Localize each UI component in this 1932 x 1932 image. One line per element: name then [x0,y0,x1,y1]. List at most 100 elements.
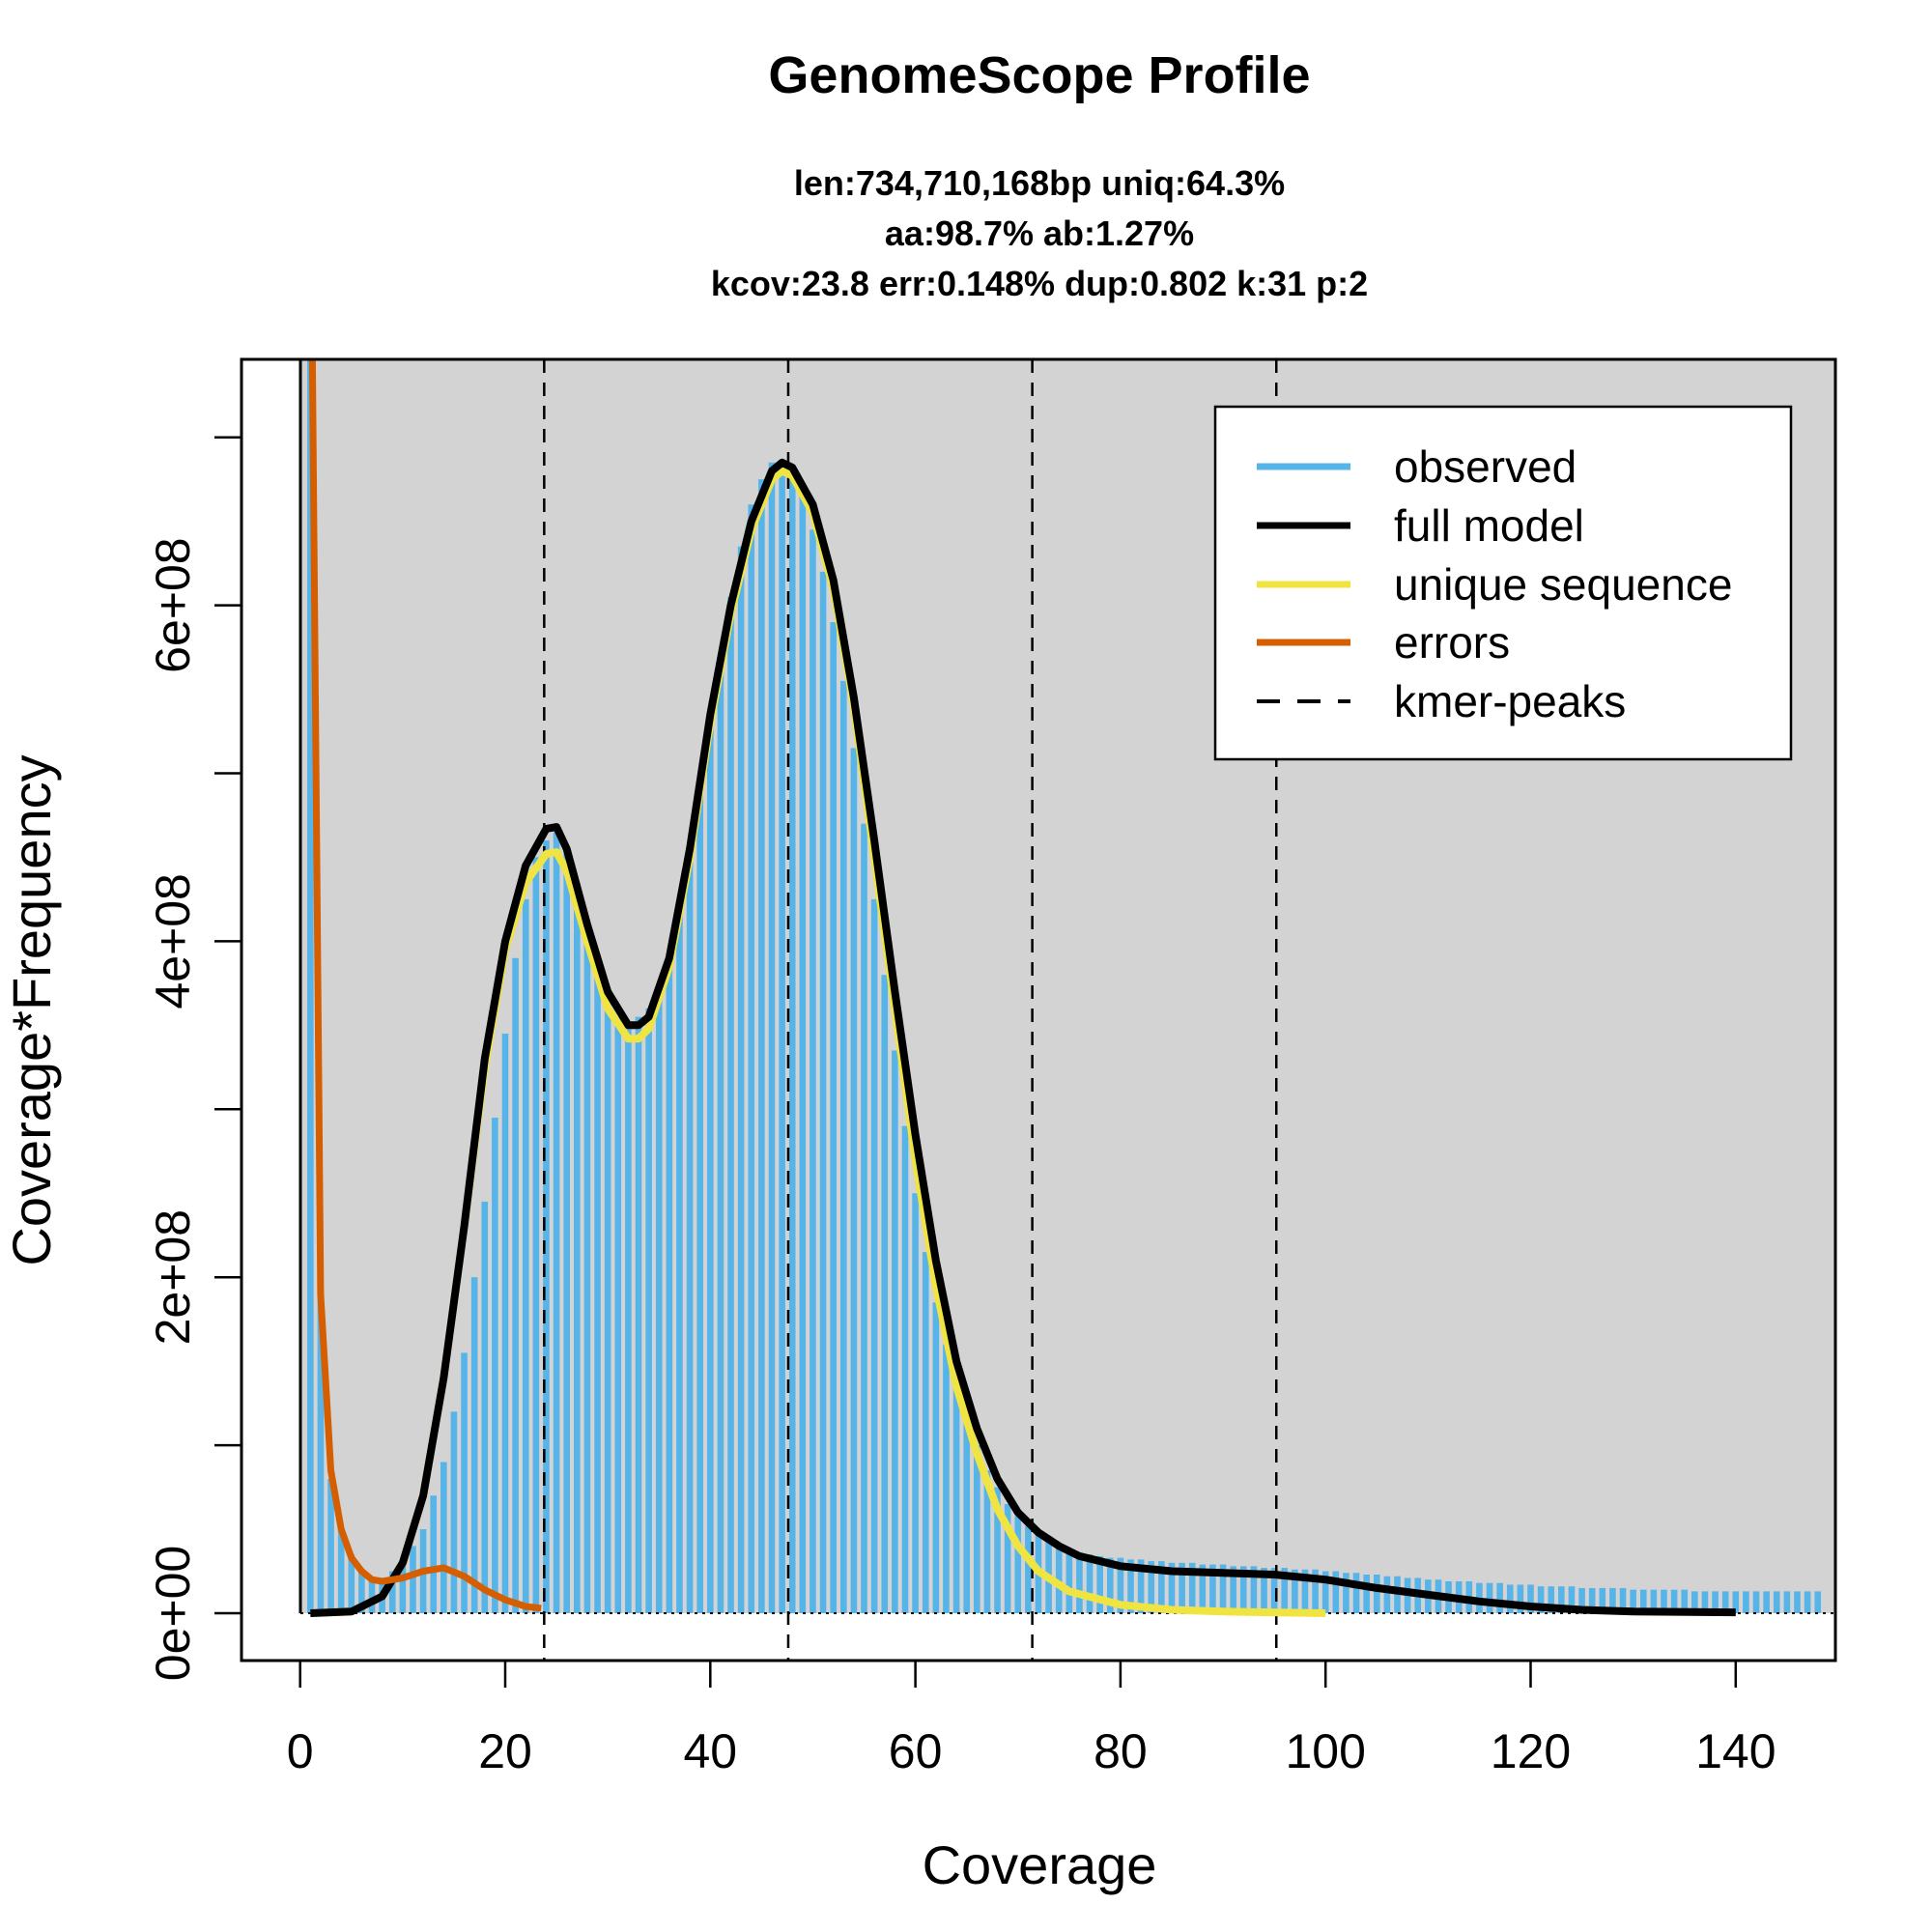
observed-bar [1712,1591,1719,1613]
x-tick-label: 100 [1285,1724,1365,1778]
observed-bar [450,1411,458,1613]
observed-bar [410,1546,416,1613]
observed-bar [1292,1569,1298,1613]
legend-label-errors: errors [1394,617,1510,668]
observed-bar [799,496,807,1614]
observed-bar [307,359,314,1613]
x-tick-label: 40 [683,1724,737,1778]
x-axis-label: Coverage [923,1834,1157,1895]
observed-bar [1055,1546,1063,1613]
observed-bar [779,462,785,1613]
y-tick-label: 4e+08 [146,873,200,1009]
observed-bar [892,1050,898,1613]
observed-bar [839,680,847,1613]
observed-bar [1209,1564,1216,1613]
observed-bar [1199,1564,1207,1613]
observed-bar [830,621,837,1613]
observed-bar [881,975,889,1613]
model-curves [308,358,1736,1617]
observed-bar [614,1016,622,1613]
plot-panel-bottom-blank [242,1613,1835,1661]
observed-bar [388,1571,396,1613]
full-model-curve [310,458,1736,1617]
observed-bar [1127,1559,1134,1613]
observed-bar [1188,1562,1196,1613]
subtitle-line-3: kcov:23.8 err:0.148% dup:0.802 k:31 p:2 [711,264,1368,303]
observed-bar [532,857,540,1613]
observed-bar [481,1201,489,1613]
observed-bar [748,504,755,1613]
observed-bar [943,1344,950,1613]
observed-bar [1312,1569,1319,1613]
observed-bar [819,571,827,1613]
legend: observed full model unique sequence erro… [1213,405,1793,761]
observed-bar [1639,1589,1647,1613]
observed-bar [317,1293,325,1613]
observed-bar [604,1000,611,1613]
errors-curve [308,358,542,1612]
observed-bar [1239,1566,1247,1613]
observed-bar [1527,1584,1534,1613]
observed-bar [850,748,858,1613]
observed-bar [543,840,550,1613]
observed-bar [1168,1562,1176,1613]
observed-bar [1588,1587,1596,1613]
x-tick-label: 20 [478,1724,532,1778]
observed-bar [1025,1525,1032,1613]
legend-label-unique: unique sequence [1394,559,1732,610]
observed-bar [1619,1587,1627,1613]
observed-bar [1599,1587,1606,1613]
observed-bar [1352,1573,1360,1613]
observed-bar [666,957,673,1613]
observed-bars [307,359,1822,1614]
observed-bar [1578,1587,1585,1613]
observed-bar [1752,1591,1760,1613]
observed-bar [1568,1586,1576,1613]
observed-bar [1363,1575,1370,1613]
x-tick-label: 0 [287,1724,314,1778]
observed-bar [1701,1591,1709,1613]
observed-bar [492,1117,498,1613]
observed-bar [901,1125,909,1613]
observed-bar [1732,1591,1740,1613]
observed-bar [861,823,867,1613]
observed-bar [368,1579,376,1613]
observed-bar [1106,1557,1114,1613]
observed-bar [1763,1591,1770,1613]
x-tick-label: 80 [1094,1724,1148,1778]
observed-bar [1548,1586,1555,1613]
observed-bar [512,957,519,1613]
x-tick-label: 60 [889,1724,943,1778]
observed-bar [1773,1591,1780,1613]
observed-bar [1230,1566,1236,1613]
observed-bar [1301,1569,1309,1613]
observed-bar [583,924,591,1613]
observed-bar [1117,1557,1124,1613]
observed-bar [1743,1591,1749,1613]
x-tick-label: 140 [1695,1724,1776,1778]
y-tick-label: 6e+08 [146,537,200,672]
observed-bar [635,1016,642,1613]
observed-bar [963,1420,970,1613]
observed-bar [440,1462,447,1613]
observed-bar [870,898,878,1613]
observed-bar [470,1277,478,1613]
observed-bar [1014,1516,1022,1613]
observed-bar [430,1495,437,1613]
observed-bar [912,1193,919,1613]
legend-label-full-model: full model [1394,500,1584,551]
observed-bar [522,898,529,1613]
observed-bar [399,1562,407,1613]
observed-bar [1383,1576,1391,1613]
chart-title: GenomeScope Profile [768,46,1310,104]
observed-bar [1783,1591,1791,1613]
observed-bar [553,832,560,1613]
observed-bar [1661,1589,1667,1613]
observed-bar [1630,1589,1636,1613]
observed-bar [1179,1562,1185,1613]
observed-bar [1691,1591,1698,1613]
observed-bar [1065,1548,1073,1613]
observed-bar [1148,1561,1155,1613]
subtitle-line-1: len:734,710,168bp uniq:64.3% [794,163,1285,203]
observed-bar [594,966,601,1613]
